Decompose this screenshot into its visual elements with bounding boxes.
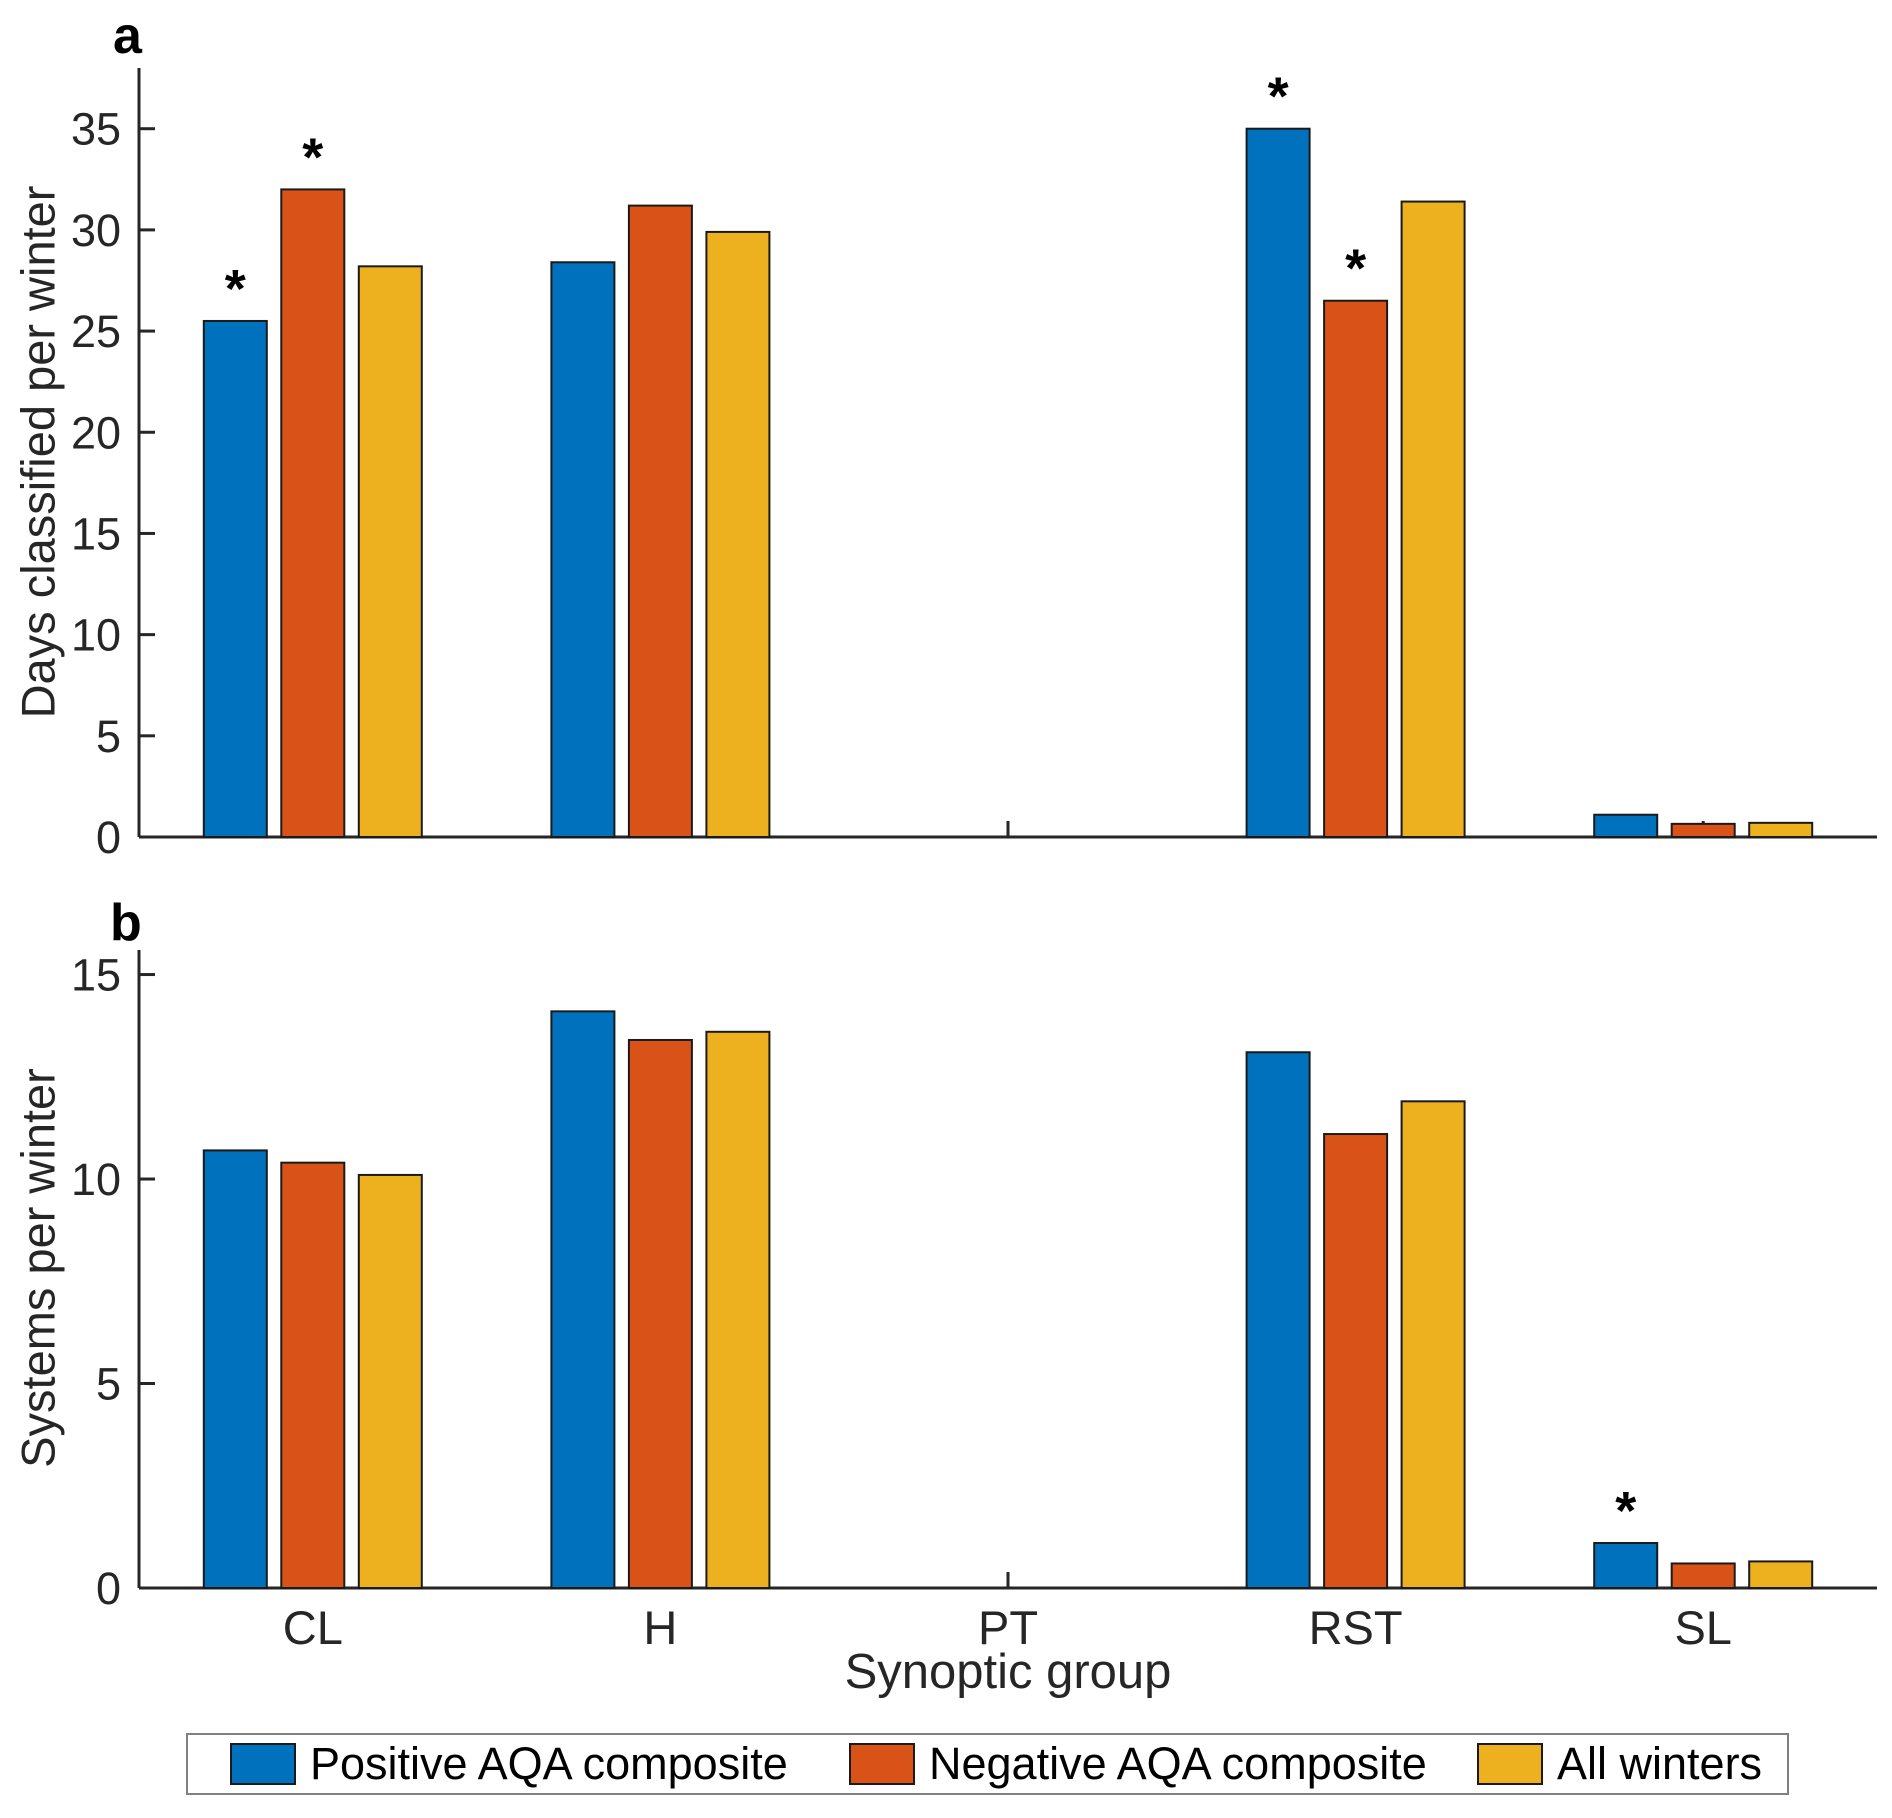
panel-b-y-axis-title: Systems per winter [11,1068,65,1468]
x-category-label-H: H [643,1601,677,1654]
y-tick-label-a-25: 25 [71,306,121,357]
bar-a-RST-negative-aqa-composite [1323,299,1389,838]
significance-asterisk-b-SL: * [1615,1481,1636,1541]
panel-b: 0 5 10 15 * CL H PT RST SL [71,950,1877,1654]
bar-a-H-all-winters [705,230,771,839]
y-tick-label-b-5: 5 [96,1359,121,1410]
bar-b-SL-all-winters [1748,1560,1814,1589]
bar-b-RST-all-winters [1400,1100,1466,1590]
y-tick-label-a-10: 10 [71,610,121,661]
bar-b-H-negative-aqa-composite [627,1038,693,1589]
y-tick-label-b-15: 15 [71,950,121,1001]
bar-a-CL-negative-aqa-composite [280,188,346,838]
significance-asterisk-a-RST: * [1268,67,1289,127]
y-tick-label-a-0: 0 [96,812,121,863]
bar-a-H-negative-aqa-composite [627,204,693,838]
panel-b-label: b [110,894,142,952]
bar-a-CL-positive-aqa-composite [202,319,268,839]
x-category-label-RST: RST [1309,1601,1403,1654]
x-category-label-PT: PT [978,1601,1038,1654]
x-category-label-SL: SL [1674,1601,1732,1654]
bar-a-SL-all-winters [1748,821,1814,839]
bar-b-RST-positive-aqa-composite [1245,1051,1311,1589]
panel-a-y-axis-title: Days classified per winter [11,185,65,719]
significance-asterisk-a-CL: * [225,259,246,319]
y-tick-label-a-35: 35 [71,104,121,155]
bar-a-RST-all-winters [1400,200,1466,838]
y-tick-label-a-20: 20 [71,407,121,458]
x-category-label-CL: CL [283,1601,343,1654]
significance-asterisk-a-CL: * [302,127,323,187]
bar-b-CL-positive-aqa-composite [202,1149,268,1590]
bar-a-CL-all-winters [357,265,423,838]
legend-swatch-icon [849,1743,915,1785]
y-tick-label-a-5: 5 [96,711,121,762]
panel-a: 0 5 10 15 20 25 30 35 * * * * [71,67,1877,863]
bar-b-RST-negative-aqa-composite [1323,1133,1389,1589]
bar-a-SL-positive-aqa-composite [1593,813,1659,839]
bar-a-RST-positive-aqa-composite [1245,127,1311,839]
bar-b-CL-negative-aqa-composite [280,1161,346,1589]
legend-swatch-icon [1477,1743,1543,1785]
bar-a-H-positive-aqa-composite [550,261,616,838]
bar-b-SL-positive-aqa-composite [1593,1542,1659,1589]
bar-a-SL-negative-aqa-composite [1670,822,1736,839]
x-axis-title: Synoptic group [844,1645,1172,1699]
legend: Positive AQA composite Negative AQA compo… [186,1733,1789,1795]
legend-label: Negative AQA composite [929,1738,1427,1789]
y-tick-label-a-30: 30 [71,205,121,256]
bar-b-H-positive-aqa-composite [550,1010,616,1589]
bar-b-H-all-winters [705,1030,771,1590]
y-tick-label-b-10: 10 [71,1154,121,1205]
bar-b-CL-all-winters [357,1173,423,1590]
legend-label: All winters [1557,1738,1763,1789]
significance-asterisk-a-RST: * [1345,239,1366,299]
legend-swatch-icon [230,1743,296,1785]
legend-label: Positive AQA composite [310,1738,788,1789]
y-tick-label-b-0: 0 [96,1563,121,1614]
bar-b-SL-negative-aqa-composite [1670,1562,1736,1590]
y-tick-label-a-15: 15 [71,508,121,559]
panel-a-label: a [113,7,142,65]
